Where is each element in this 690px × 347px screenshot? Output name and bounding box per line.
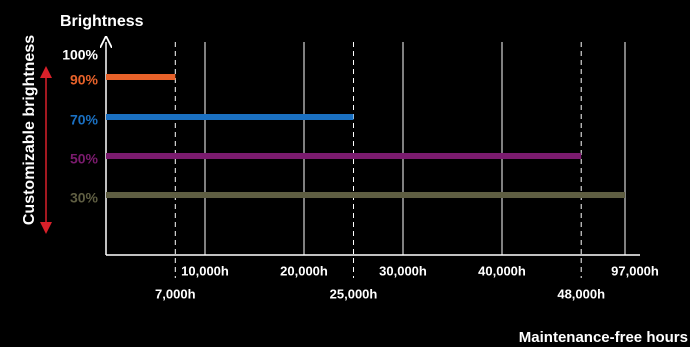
y-tick-label: 70% — [70, 112, 99, 128]
x-tick-label: 30,000h — [379, 263, 427, 278]
y-tick-label: 30% — [70, 190, 99, 206]
bar — [106, 74, 176, 80]
x-tick-label: 40,000h — [478, 263, 526, 278]
x-tick-label: 97,000h — [611, 263, 659, 278]
x-axis-label: Maintenance-free hours — [519, 329, 688, 346]
chart-title: Brightness — [60, 13, 144, 30]
bar — [106, 114, 354, 120]
x-tick-label: 25,000h — [330, 286, 378, 301]
bar — [106, 153, 582, 159]
x-tick-label: 48,000h — [557, 286, 605, 301]
top-label: 100% — [62, 47, 98, 63]
bar — [106, 192, 625, 198]
x-tick-label: 7,000h — [155, 286, 196, 301]
x-tick-label: 20,000h — [280, 263, 328, 278]
y-tick-label: 50% — [70, 151, 99, 167]
x-tick-label: 10,000h — [181, 263, 229, 278]
y-axis-label: Customizable brightness — [21, 35, 38, 225]
y-tick-label: 90% — [70, 72, 99, 88]
